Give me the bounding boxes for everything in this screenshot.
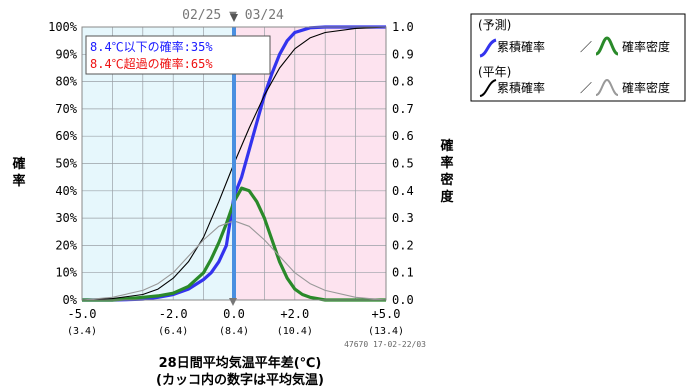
series-line-2 bbox=[82, 186, 386, 302]
legend: (予測) 累積確率 ／ 確率密度 (平年) 累積確率 ／ 確率密度 bbox=[470, 13, 686, 102]
x-ticks: -5.0 (3.4) -2.0 (6.4) 0.0 (8.4) +2.0 (10.4) +5.0… bbox=[67, 307, 404, 337]
y-tick-label-left: 80% bbox=[55, 75, 77, 89]
legend-forecast-density-swatch bbox=[595, 36, 619, 56]
x-tick-label: -5.0 bbox=[68, 307, 97, 321]
left-y-axis-title: 確率 bbox=[12, 156, 25, 189]
legend-normal-header: (平年) bbox=[478, 65, 511, 79]
x-tick-label: 0.0 bbox=[223, 307, 245, 321]
legend-box bbox=[470, 13, 686, 102]
y-tick-label-right: 0.3 bbox=[392, 211, 414, 225]
x-axis-subtitle: (カッコ内の数字は平均気温) bbox=[156, 372, 324, 388]
axis-title-char: 度 bbox=[440, 189, 454, 205]
axis-title-char: 密 bbox=[439, 172, 453, 188]
y-tick-label-left: 60% bbox=[55, 129, 77, 143]
y-tick-label-right: 0.1 bbox=[392, 266, 414, 280]
x-tick-sublabel: (6.4) bbox=[158, 326, 188, 337]
y-tick-label-left: 100% bbox=[48, 20, 78, 34]
legend-normal-density-swatch bbox=[595, 78, 619, 96]
y-tick-label-right: 0.0 bbox=[392, 293, 414, 307]
issue-stamp: 47670 17-02-22/03 bbox=[344, 340, 426, 349]
threshold-line bbox=[232, 27, 236, 300]
above-probability-text: 8.4℃超過の確率:65% bbox=[90, 56, 213, 71]
x-tick-label: -2.0 bbox=[159, 307, 188, 321]
y-tick-label-left: 30% bbox=[55, 211, 77, 225]
y-tick-label-left: 50% bbox=[55, 157, 77, 171]
axis-title-char: 確 bbox=[12, 156, 25, 172]
x-tick-sublabel: (10.4) bbox=[277, 326, 313, 337]
x-tick-sublabel: (8.4) bbox=[219, 326, 249, 337]
legend-normal-density-label: 確率密度 bbox=[622, 80, 670, 95]
y-tick-label-left: 40% bbox=[55, 184, 77, 198]
x-tick-sublabel: (13.4) bbox=[368, 326, 404, 337]
y-tick-label-left: 70% bbox=[55, 102, 77, 116]
axis-title-char: 率 bbox=[440, 155, 453, 171]
legend-forecast-header: (予測) bbox=[478, 18, 511, 32]
x-axis-title: 28日間平均気温平年差(℃) bbox=[159, 355, 322, 371]
legend-forecast-cumulative-label: 累積確率 bbox=[497, 39, 545, 54]
x-tick-label: +5.0 bbox=[372, 307, 401, 321]
y-tick-label-left: 90% bbox=[55, 47, 77, 61]
y-tick-label-right: 0.2 bbox=[392, 238, 414, 252]
y-tick-label-right: 0.5 bbox=[392, 157, 414, 171]
threshold-marker-bottom bbox=[229, 298, 237, 306]
threshold-marker-top bbox=[230, 14, 238, 22]
legend-normal-cumulative-label: 累積確率 bbox=[497, 80, 545, 95]
axis-title-char: 率 bbox=[12, 173, 25, 189]
right-y-ticks: 0.0 0.1 0.2 0.3 0.4 0.5 0.6 0.7 0.8 0.9 1.0 bbox=[392, 20, 414, 307]
left-y-ticks: 0% 10% 20% 30% 40% 50% 60% 70% 80% 90% 100% bbox=[48, 20, 78, 307]
legend-separator: ／ bbox=[580, 40, 592, 54]
right-y-axis-title: 確率密度 bbox=[439, 138, 454, 205]
legend-forecast-density-label: 確率密度 bbox=[622, 39, 670, 54]
x-tick-sublabel: (3.4) bbox=[67, 326, 97, 337]
y-tick-label-left: 20% bbox=[55, 238, 77, 252]
y-tick-label-right: 1.0 bbox=[392, 20, 414, 34]
y-tick-label-right: 0.4 bbox=[392, 184, 414, 198]
y-tick-label-right: 0.9 bbox=[392, 47, 414, 61]
y-tick-label-right: 0.8 bbox=[392, 75, 414, 89]
legend-separator: ／ bbox=[580, 81, 592, 95]
y-tick-label-right: 0.6 bbox=[392, 129, 414, 143]
y-tick-label-left: 10% bbox=[55, 266, 77, 280]
legend-normal-cumulative-swatch bbox=[479, 79, 497, 97]
y-tick-label-right: 0.7 bbox=[392, 102, 414, 116]
axis-title-char: 確 bbox=[440, 138, 453, 154]
x-tick-label: +2.0 bbox=[280, 307, 309, 321]
y-tick-label-left: 0% bbox=[63, 293, 78, 307]
below-probability-text: 8.4℃以下の確率:35% bbox=[90, 39, 213, 54]
legend-forecast-cumulative-swatch bbox=[479, 38, 497, 58]
probability-annotation-box bbox=[85, 35, 271, 75]
